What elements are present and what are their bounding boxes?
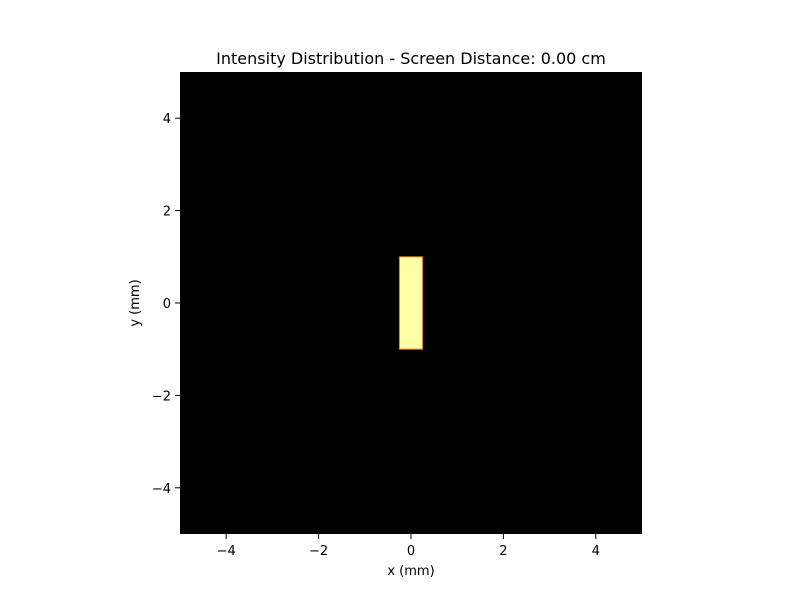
- x-tick-label: 0: [407, 544, 415, 559]
- x-tick-label: −2: [309, 544, 328, 559]
- x-tick-label: 2: [499, 544, 507, 559]
- x-tick-label: −4: [217, 544, 236, 559]
- plot-area: [180, 72, 642, 534]
- y-tick-label: 2: [163, 205, 171, 220]
- x-tick-label: 4: [592, 544, 600, 559]
- x-axis-label: x (mm): [387, 564, 434, 579]
- chart-title: Intensity Distribution - Screen Distance…: [216, 49, 606, 68]
- y-axis-ticks: −4 −2 0 2 4: [152, 112, 180, 497]
- y-tick-label: −4: [152, 482, 171, 497]
- x-axis-ticks: −4 −2 0 2 4: [217, 534, 600, 559]
- y-tick-label: 0: [163, 297, 171, 312]
- y-tick-label: −2: [152, 389, 171, 404]
- y-tick-label: 4: [163, 112, 171, 127]
- y-axis-label: y (mm): [128, 279, 143, 326]
- slit-intensity-region: [398, 256, 424, 350]
